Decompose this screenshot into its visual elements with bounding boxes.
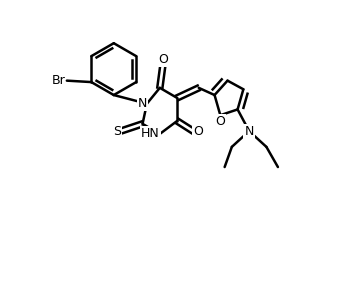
Text: O: O — [215, 115, 225, 128]
Text: O: O — [158, 53, 168, 66]
Text: HN: HN — [141, 127, 160, 141]
Text: N: N — [138, 97, 147, 110]
Text: N: N — [244, 124, 254, 138]
Text: S: S — [113, 124, 121, 138]
Text: Br: Br — [51, 74, 66, 87]
Text: O: O — [193, 124, 203, 138]
